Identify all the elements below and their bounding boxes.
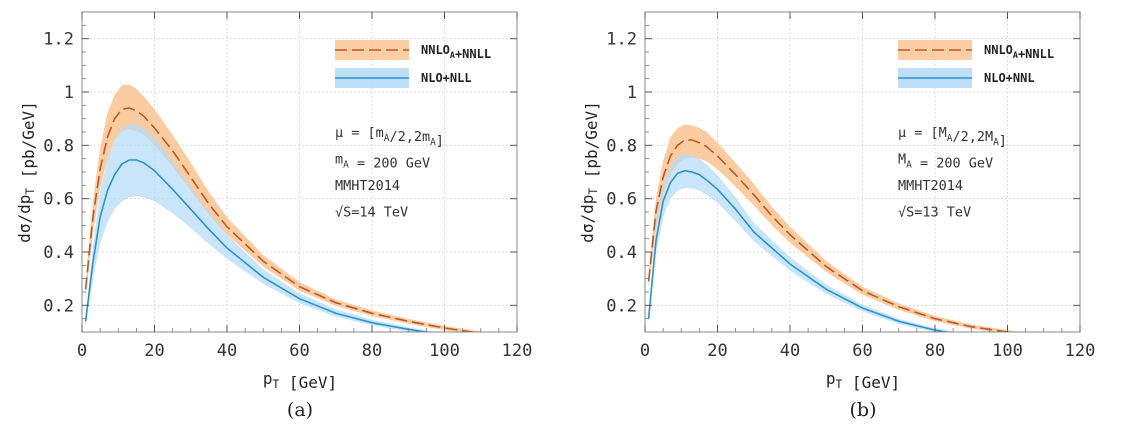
chart-a: 0 20 40 60 80 100 120 0.2 0.4 0.6 0.8 1 1.2 pT [GeV] d… <box>15 11 533 421</box>
y-tick-label: 0.6 <box>606 190 637 210</box>
x-tick-label: 40 <box>217 341 237 361</box>
y-axis-label: dσ/dpT [pb/GeV] <box>578 101 601 243</box>
annotation-0: μ = [MA/2,2MA] <box>898 125 1007 149</box>
x-tick-label: 0 <box>640 341 650 361</box>
x-tick-label: 20 <box>144 341 164 361</box>
x-axis-label: pT [GeV] <box>826 369 900 392</box>
figure-caption: (a) <box>287 399 313 421</box>
annotation-0: μ = [mA/2,2mA] <box>335 125 444 149</box>
legend-label-0: NNLOA+NNLL <box>421 43 491 61</box>
y-tick-label: 0.2 <box>606 296 637 316</box>
annotation-3: √S=13 TeV <box>898 205 971 221</box>
x-tick-label: 60 <box>289 341 309 361</box>
annotation-3: √S=14 TeV <box>335 205 408 221</box>
series-line-1 <box>647 169 951 332</box>
series-line-0 <box>647 139 1015 332</box>
x-tick-label: 80 <box>925 341 945 361</box>
y-tick-label: 0.4 <box>43 243 74 263</box>
x-tick-label: 120 <box>502 341 533 361</box>
figure-caption: (b) <box>850 399 877 421</box>
legend-label-0: NNLOA+NNLL <box>984 43 1054 61</box>
y-tick-label: 1 <box>627 83 637 103</box>
y-axis-label: dσ/dpT [pb/GeV] <box>15 101 38 243</box>
y-tick-label: 1 <box>64 83 74 103</box>
chart-panel-a: 0 20 40 60 80 100 120 0.2 0.4 0.6 0.8 1 1.2 pT [GeV] d… <box>0 0 563 425</box>
y-tick-label: 0.8 <box>606 136 637 156</box>
series-band-0 <box>648 124 1022 332</box>
x-tick-label: 60 <box>852 341 872 361</box>
x-tick-label: 20 <box>707 341 727 361</box>
annotation-1: MA = 200 GeV <box>898 152 993 172</box>
chart-b: 0 20 40 60 80 100 120 0.2 0.4 0.6 0.8 1 1.2 pT [GeV] d… <box>578 11 1096 421</box>
x-tick-label: 100 <box>992 341 1023 361</box>
x-tick-label: 80 <box>362 341 382 361</box>
y-tick-label: 1.2 <box>606 30 637 50</box>
y-tick-label: 0.2 <box>43 296 74 316</box>
series-line-0 <box>84 107 478 332</box>
chart-panel-b: 0 20 40 60 80 100 120 0.2 0.4 0.6 0.8 1 1.2 pT [GeV] d… <box>563 0 1126 425</box>
x-tick-label: 100 <box>429 341 460 361</box>
series-line-1 <box>84 159 431 332</box>
y-tick-label: 0.6 <box>43 190 74 210</box>
annotation-2: MMHT2014 <box>335 178 400 194</box>
y-tick-label: 1.2 <box>43 30 74 50</box>
x-axis-label: pT [GeV] <box>263 369 337 392</box>
legend-label-1: NLO+NLL <box>421 71 472 85</box>
annotation-1: mA = 200 GeV <box>335 152 430 172</box>
x-tick-label: 0 <box>77 341 87 361</box>
x-tick-label: 40 <box>780 341 800 361</box>
plot-content <box>647 124 1022 332</box>
y-tick-label: 0.8 <box>43 136 74 156</box>
x-tick-label: 120 <box>1065 341 1096 361</box>
legend-label-1: NLO+NNL <box>984 71 1035 85</box>
annotation-2: MMHT2014 <box>898 178 963 194</box>
plot-content <box>84 84 481 332</box>
y-tick-label: 0.4 <box>606 243 637 263</box>
series-band-1 <box>85 124 434 332</box>
